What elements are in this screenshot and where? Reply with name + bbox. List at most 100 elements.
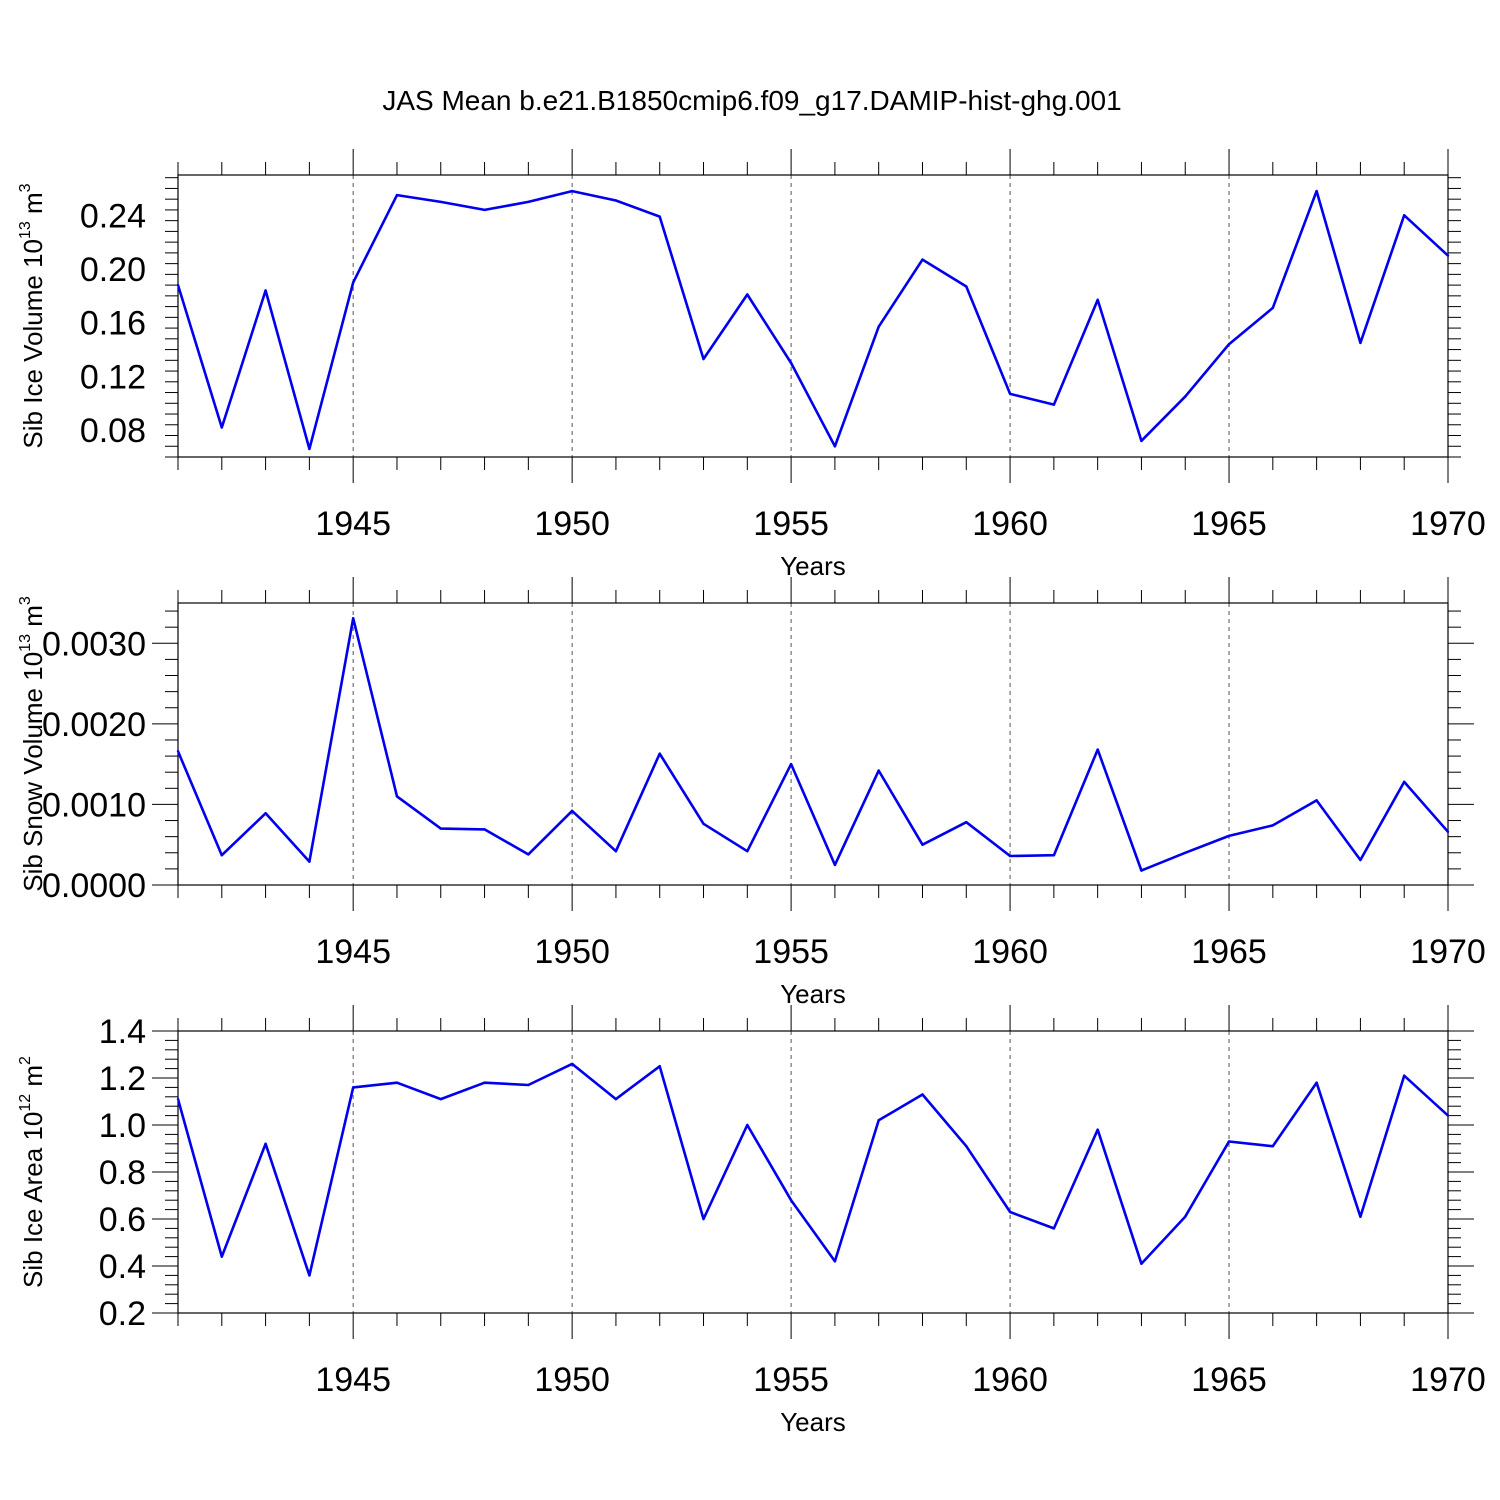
- y-tick-label: 0.12: [80, 358, 146, 396]
- data-point: [833, 863, 837, 867]
- data-point: [570, 1062, 574, 1066]
- data-point: [1184, 395, 1187, 398]
- x-tick-label: 1955: [753, 1361, 829, 1399]
- data-point: [877, 325, 880, 328]
- x-tick-label: 1970: [1410, 505, 1486, 543]
- data-point: [483, 1081, 486, 1084]
- data-point: [1140, 439, 1143, 443]
- x-tick-label: 1960: [972, 933, 1048, 971]
- series-line: [178, 189, 1448, 451]
- chart-title: JAS Mean b.e21.B1850cmip6.f09_g17.DAMIP-…: [382, 85, 1121, 116]
- x-axis-title: Years: [780, 979, 846, 1009]
- data-point: [1359, 1215, 1362, 1218]
- data-point: [176, 1097, 180, 1101]
- data-point: [614, 1097, 618, 1101]
- x-axis-title: Years: [780, 551, 846, 581]
- data-point: [746, 293, 749, 296]
- x-tick-label: 1965: [1191, 505, 1267, 543]
- data-point: [658, 1065, 661, 1068]
- data-point: [351, 617, 355, 620]
- data-point: [921, 843, 924, 846]
- data-point: [220, 853, 223, 857]
- data-point: [351, 1086, 355, 1089]
- data-point: [1140, 1262, 1143, 1265]
- plot-frame: [177, 174, 1449, 458]
- data-point: [1008, 1210, 1012, 1214]
- data-point: [877, 1119, 880, 1122]
- y-axis-title: Sib Ice Volume 1013 m3: [17, 183, 48, 448]
- data-point: [1008, 392, 1012, 396]
- data-point: [702, 822, 705, 825]
- y-tick-label: 0.0010: [42, 786, 146, 824]
- y-tick-label: 1.2: [99, 1060, 146, 1098]
- x-tick-label: 1950: [534, 933, 610, 971]
- data-point: [1227, 834, 1231, 838]
- data-point: [789, 1199, 793, 1202]
- data-point: [264, 1142, 267, 1146]
- data-point: [658, 215, 661, 218]
- data-point: [308, 447, 311, 451]
- data-point: [1315, 189, 1318, 193]
- data-point: [1096, 298, 1099, 302]
- data-point: [965, 820, 968, 824]
- data-point: [1227, 1140, 1231, 1143]
- data-point: [1052, 403, 1056, 406]
- y-tick-label: 0.2: [99, 1295, 146, 1333]
- data-point: [1403, 1074, 1406, 1077]
- data-point: [746, 1123, 749, 1127]
- y-tick-label: 0.0000: [42, 867, 146, 905]
- x-tick-label: 1960: [972, 505, 1048, 543]
- data-point: [789, 762, 793, 766]
- data-point: [1227, 343, 1231, 346]
- data-point: [570, 809, 574, 813]
- data-point: [351, 281, 355, 284]
- x-tick-label: 1945: [315, 933, 391, 971]
- x-tick-label: 1960: [972, 1361, 1048, 1399]
- data-point: [439, 200, 442, 204]
- x-tick-label: 1950: [534, 1361, 610, 1399]
- y-tick-label: 1.0: [99, 1107, 146, 1145]
- data-point: [614, 849, 618, 853]
- data-point: [965, 285, 968, 288]
- x-tick-label: 1965: [1191, 933, 1267, 971]
- data-point: [1096, 748, 1099, 751]
- x-tick-label: 1965: [1191, 1361, 1267, 1399]
- y-tick-label: 0.08: [80, 412, 146, 450]
- series-line: [178, 1062, 1448, 1277]
- data-point: [1271, 824, 1275, 827]
- y-tick-label: 0.4: [99, 1248, 146, 1286]
- data-point: [308, 1274, 311, 1277]
- x-tick-label: 1970: [1410, 1361, 1486, 1399]
- data-point: [1446, 254, 1450, 257]
- data-point: [658, 752, 661, 755]
- data-point: [789, 361, 793, 365]
- data-point: [527, 200, 530, 204]
- data-point: [439, 827, 442, 830]
- y-tick-label: 0.0030: [42, 625, 146, 663]
- data-point: [877, 769, 880, 772]
- data-point: [1271, 306, 1275, 310]
- data-point: [395, 1081, 399, 1084]
- plot-frame: [177, 602, 1449, 886]
- y-tick-label: 0.8: [99, 1154, 146, 1192]
- data-point: [1052, 853, 1056, 857]
- x-tick-label: 1945: [315, 1361, 391, 1399]
- data-point: [570, 189, 574, 193]
- data-point: [395, 193, 399, 197]
- data-point: [176, 750, 180, 753]
- data-point: [308, 860, 311, 863]
- data-point: [921, 1093, 924, 1096]
- y-tick-label: 0.16: [80, 305, 146, 343]
- data-point: [264, 812, 267, 815]
- data-point: [1403, 214, 1406, 217]
- panel-2: 0.0000 0.0010 0.0020 0.0030 1945 1950 1955 1960…: [17, 577, 1486, 1009]
- data-point: [176, 283, 180, 287]
- y-tick-label: 0.0020: [42, 706, 146, 744]
- x-axis-title: Years: [780, 1407, 846, 1437]
- data-point: [1184, 1215, 1187, 1218]
- data-point: [1359, 858, 1362, 862]
- y-tick-label: 0.24: [80, 197, 146, 235]
- data-point: [965, 1144, 968, 1148]
- data-point: [220, 426, 223, 429]
